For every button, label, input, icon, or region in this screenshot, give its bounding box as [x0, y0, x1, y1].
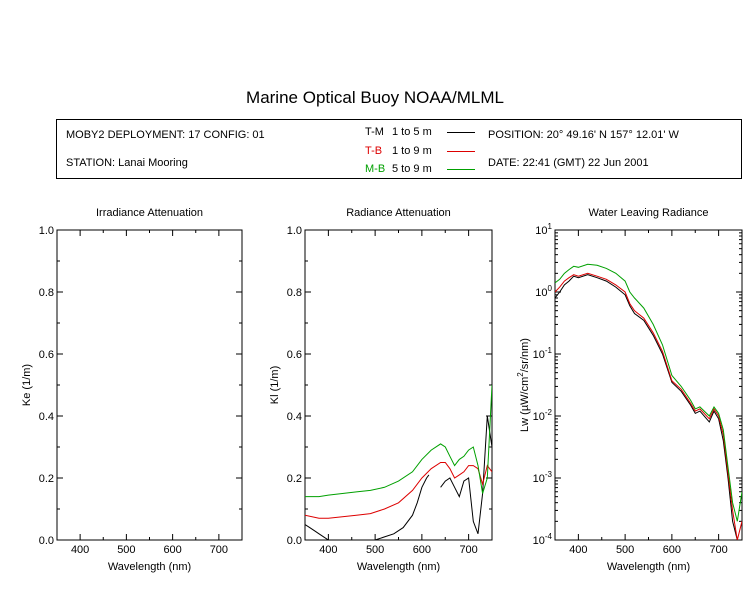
legend-range-tm: 1 to 5 m	[392, 126, 432, 138]
legend-range-tb: 1 to 9 m	[392, 145, 432, 157]
y-tick-label: 10-3	[533, 470, 553, 485]
x-tick-label: 400	[71, 544, 89, 556]
legend-code-tm: T-M	[365, 126, 384, 138]
y-tick-label: 0.6	[39, 349, 54, 361]
y-tick-label: 10-2	[533, 408, 553, 423]
y-tick-label: 1.0	[39, 225, 54, 237]
x-tick-label: 700	[709, 544, 727, 556]
y-tick-label: 0.4	[39, 411, 54, 423]
x-tick-label: 600	[663, 544, 681, 556]
x-tick-label: 500	[366, 544, 384, 556]
y-tick-label: 0.0	[39, 535, 54, 547]
y-tick-label: 0.8	[287, 287, 302, 299]
y-tick-label: 10-4	[533, 532, 553, 547]
series-line-m-b	[555, 263, 742, 522]
x-axis-label: Wavelength (nm)	[607, 561, 690, 573]
x-tick-label: 500	[117, 544, 135, 556]
series-line-m-b	[305, 384, 492, 498]
y-axis-label: Ke (1/m)	[21, 364, 33, 406]
plot-frame	[304, 229, 493, 541]
x-tick-label: 500	[616, 544, 634, 556]
date-label: DATE: 22:41 (GMT) 22 Jun 2001	[488, 157, 649, 169]
y-tick-label: 0.2	[39, 473, 54, 485]
y-tick-label: 10-1	[533, 346, 553, 361]
x-tick-label: 600	[413, 544, 431, 556]
y-axis-label: Kl (1/m)	[269, 366, 281, 405]
panel-title: Water Leaving Radiance	[588, 207, 708, 219]
y-tick-label: 1.0	[287, 225, 302, 237]
series-line-t-b	[555, 272, 742, 540]
legend-range-mb: 5 to 9 m	[392, 163, 432, 175]
x-axis-label: Wavelength (nm)	[357, 561, 440, 573]
deployment-label: MOBY2 DEPLOYMENT: 17 CONFIG: 01	[66, 129, 265, 141]
position-label: POSITION: 20° 49.16' N 157° 12.01' W	[488, 129, 679, 141]
y-tick-label: 0.6	[287, 349, 302, 361]
y-tick-label: 100	[535, 284, 552, 299]
deployment-info-box: MOBY2 DEPLOYMENT: 17 CONFIG: 01 STATION:…	[56, 119, 742, 179]
plot-frame	[56, 229, 243, 541]
y-tick-label: 101	[535, 222, 552, 237]
legend-line-tb	[447, 151, 475, 152]
station-label: STATION: Lanai Mooring	[66, 157, 188, 169]
series-line-t-b	[305, 462, 492, 519]
x-axis-label: Wavelength (nm)	[108, 561, 191, 573]
y-axis-label: Lw (µW/cm2/sr/nm)	[516, 338, 531, 432]
x-tick-label: 700	[459, 544, 477, 556]
y-tick-label: 0.0	[287, 535, 302, 547]
legend-line-tm	[447, 132, 475, 133]
x-tick-label: 400	[319, 544, 337, 556]
x-tick-label: 400	[569, 544, 587, 556]
series-line-t-m	[305, 415, 492, 540]
x-tick-label: 600	[163, 544, 181, 556]
y-tick-label: 0.4	[287, 411, 302, 423]
x-tick-label: 700	[210, 544, 228, 556]
panel-title: Irradiance Attenuation	[96, 207, 203, 219]
y-tick-label: 0.8	[39, 287, 54, 299]
series-line-t-m	[555, 274, 742, 540]
y-tick-label: 0.2	[287, 473, 302, 485]
legend-line-mb	[447, 169, 475, 170]
legend-code-mb: M-B	[365, 163, 386, 175]
panel-title: Radiance Attenuation	[346, 207, 451, 219]
chart-main-title: Marine Optical Buoy NOAA/MLML	[246, 88, 504, 107]
legend-code-tb: T-B	[365, 145, 383, 157]
